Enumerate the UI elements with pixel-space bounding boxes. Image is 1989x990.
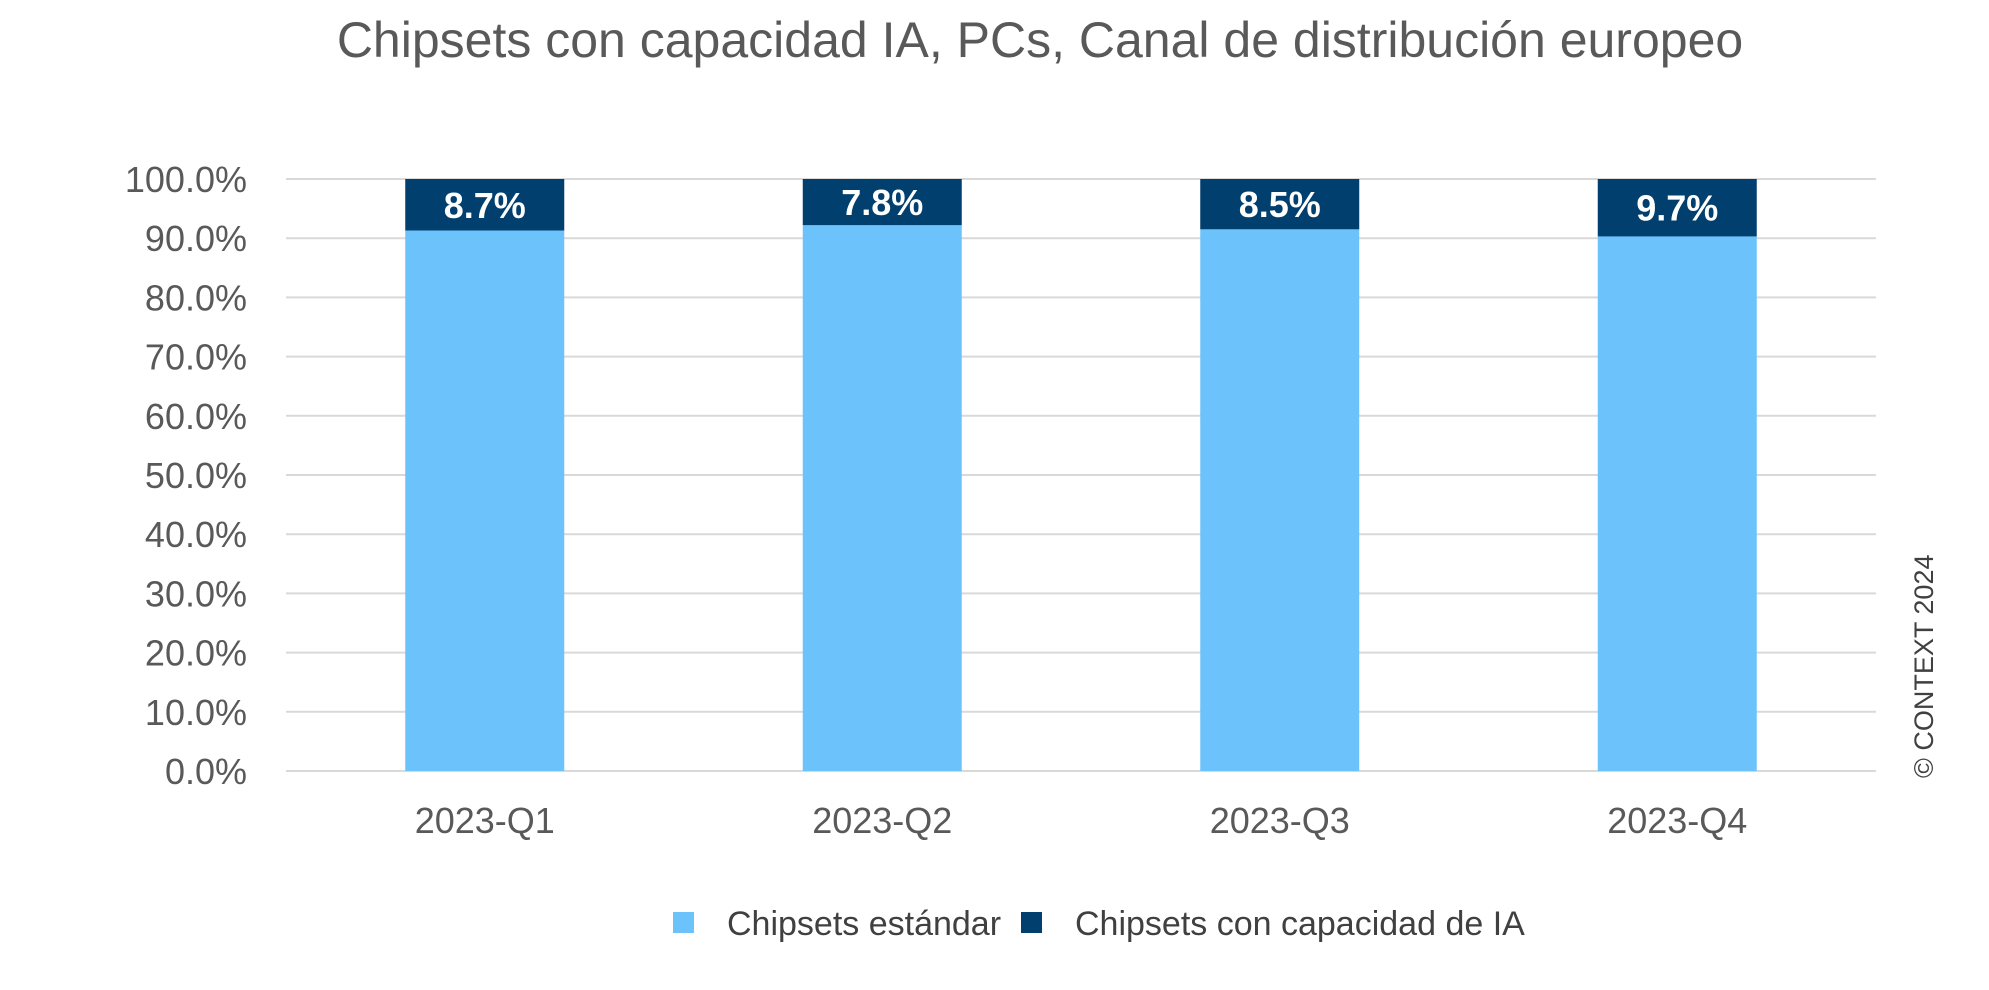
y-tick-label: 0.0% — [165, 751, 247, 792]
data-label: 8.7% — [444, 185, 526, 226]
bar-segment-standard — [405, 230, 565, 771]
x-category-label: 2023-Q1 — [415, 800, 555, 841]
y-tick-label: 60.0% — [145, 396, 247, 437]
bar-segment-standard — [1200, 229, 1360, 771]
copyright-text: © CONTEXT 2024 — [1909, 555, 1939, 778]
y-axis-ticks: 0.0% 10.0% 20.0% 30.0% 40.0% 50.0% 60.0% 70.0% 8… — [125, 159, 247, 792]
bar-segment-ai — [1200, 179, 1360, 230]
x-category-label: 2023-Q2 — [812, 800, 952, 841]
bar-segment-standard — [1597, 236, 1757, 771]
bar-segment-ai — [802, 179, 962, 226]
bars: 8.7% 7.8% 8.5% 9.7% — [405, 179, 1757, 771]
legend: Chipsets estándar Chipsets con capacidad … — [673, 905, 1525, 943]
y-tick-label: 70.0% — [145, 337, 247, 378]
legend-swatch — [1021, 912, 1042, 933]
data-label: 9.7% — [1636, 188, 1718, 229]
y-tick-label: 90.0% — [145, 218, 247, 259]
bar-segment-ai — [405, 179, 565, 231]
x-category-label: 2023-Q3 — [1210, 800, 1350, 841]
bar-segment-ai — [1597, 179, 1757, 237]
chart-title: Chipsets con capacidad IA, PCs, Canal de… — [337, 12, 1743, 68]
data-label: 8.5% — [1239, 184, 1321, 225]
bar-segment-standard — [802, 225, 962, 771]
x-axis-categories: 2023-Q1 2023-Q2 2023-Q3 2023-Q4 — [415, 800, 1748, 841]
data-label: 7.8% — [841, 182, 923, 223]
y-tick-label: 80.0% — [145, 277, 247, 318]
y-tick-label: 40.0% — [145, 514, 247, 555]
legend-label: Chipsets estándar — [727, 905, 1001, 943]
legend-swatch — [673, 912, 694, 933]
y-tick-label: 30.0% — [145, 573, 247, 614]
legend-label: Chipsets con capacidad de IA — [1075, 905, 1525, 943]
x-category-label: 2023-Q4 — [1607, 800, 1747, 841]
y-tick-label: 20.0% — [145, 633, 247, 674]
y-tick-label: 50.0% — [145, 455, 247, 496]
y-tick-label: 10.0% — [145, 692, 247, 733]
y-tick-label: 100.0% — [125, 159, 247, 200]
